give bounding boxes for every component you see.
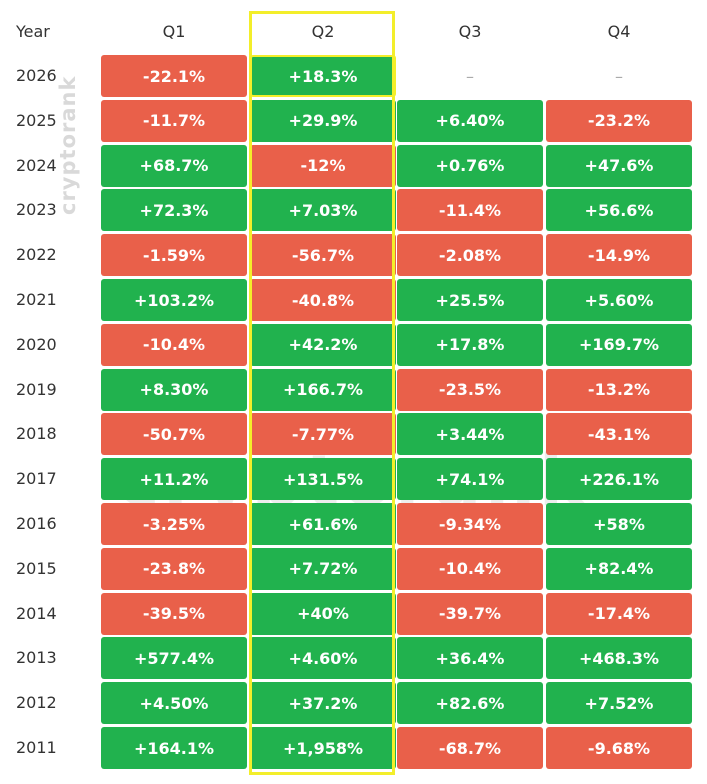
return-cell: +226.1% xyxy=(546,458,692,501)
return-cell: -43.1% xyxy=(546,413,692,456)
year-label: 2021 xyxy=(16,290,57,309)
return-cell: +103.2% xyxy=(101,279,247,321)
return-cell: -10.4% xyxy=(397,547,543,590)
year-label: 2016 xyxy=(16,514,57,533)
return-cell: +7.03% xyxy=(250,189,396,232)
return-cell: +7.72% xyxy=(250,547,396,590)
return-cell: +468.3% xyxy=(546,637,692,680)
return-cell: – xyxy=(615,66,623,86)
year-label: 2024 xyxy=(16,155,57,175)
return-cell: +17.8% xyxy=(397,323,543,366)
return-cell: -7.77% xyxy=(250,413,396,456)
return-cell: -10.4% xyxy=(101,323,247,366)
year-label: 2011 xyxy=(16,738,57,757)
return-cell: -11.7% xyxy=(101,99,247,142)
return-cell: +58% xyxy=(546,503,692,545)
return-cell: -12% xyxy=(250,144,396,187)
year-label: 2026 xyxy=(16,66,57,85)
return-cell: +166.7% xyxy=(250,368,396,411)
column-header-q4: Q4 xyxy=(607,22,631,41)
year-label: 2014 xyxy=(16,603,57,623)
return-cell: +11.2% xyxy=(101,458,247,501)
return-cell: – xyxy=(466,66,474,86)
return-cell: -14.9% xyxy=(546,234,692,277)
column-header-q2: Q2 xyxy=(311,22,335,41)
year-label: 2023 xyxy=(16,200,57,220)
year-label: 2013 xyxy=(16,648,57,668)
return-cell: -9.68% xyxy=(546,727,692,769)
return-cell: +47.6% xyxy=(546,144,692,187)
year-label: 2019 xyxy=(16,379,57,399)
return-cell: +29.9% xyxy=(250,99,396,142)
return-cell: -3.25% xyxy=(101,503,247,545)
return-cell: +25.5% xyxy=(397,279,543,321)
return-cell: -9.34% xyxy=(397,503,543,545)
return-cell: -40.8% xyxy=(250,279,396,321)
column-header-q3: Q3 xyxy=(458,22,482,41)
year-label: 2017 xyxy=(16,469,57,489)
return-cell: +61.6% xyxy=(250,503,396,545)
return-cell: -68.7% xyxy=(397,727,543,769)
return-cell: +82.4% xyxy=(546,547,692,590)
return-cell: -2.08% xyxy=(397,234,543,277)
year-label: 2015 xyxy=(16,558,57,578)
return-cell: +18.3% xyxy=(250,55,396,97)
year-label: 2018 xyxy=(16,424,57,444)
return-cell: +82.6% xyxy=(397,682,543,725)
return-cell: -11.4% xyxy=(397,189,543,232)
return-cell: +40% xyxy=(250,592,396,635)
return-cell: -50.7% xyxy=(101,413,247,456)
return-cell: +72.3% xyxy=(101,189,247,232)
return-cell: +131.5% xyxy=(250,458,396,501)
return-cell: +36.4% xyxy=(397,637,543,680)
return-cell: +56.6% xyxy=(546,189,692,232)
return-cell: +169.7% xyxy=(546,323,692,366)
return-cell: +4.50% xyxy=(101,682,247,725)
return-cell: +37.2% xyxy=(250,682,396,725)
return-cell: -23.5% xyxy=(397,368,543,411)
return-cell: +3.44% xyxy=(397,413,543,456)
year-label: 2012 xyxy=(16,693,57,713)
return-cell: +8.30% xyxy=(101,368,247,411)
year-label: 2025 xyxy=(16,110,57,130)
column-header-q1: Q1 xyxy=(162,22,186,41)
return-cell: +42.2% xyxy=(250,323,396,366)
return-cell: -13.2% xyxy=(546,368,692,411)
return-cell: +0.76% xyxy=(397,144,543,187)
return-cell: +164.1% xyxy=(101,727,247,769)
return-cell: +4.60% xyxy=(250,637,396,680)
return-cell: +5.60% xyxy=(546,279,692,321)
return-cell: -39.7% xyxy=(397,592,543,635)
return-cell: -39.5% xyxy=(101,592,247,635)
year-label: 2022 xyxy=(16,245,57,265)
year-label: 2020 xyxy=(16,334,57,354)
return-cell: -23.2% xyxy=(546,99,692,142)
year-header: Year xyxy=(16,22,50,41)
return-cell: -56.7% xyxy=(250,234,396,277)
return-cell: -22.1% xyxy=(101,55,247,97)
return-cell: -23.8% xyxy=(101,547,247,590)
return-cell: +68.7% xyxy=(101,144,247,187)
return-cell: +1,958% xyxy=(250,727,396,769)
return-cell: +74.1% xyxy=(397,458,543,501)
return-cell: -1.59% xyxy=(101,234,247,277)
return-cell: +7.52% xyxy=(546,682,692,725)
return-cell: +577.4% xyxy=(101,637,247,680)
return-cell: -17.4% xyxy=(546,592,692,635)
return-cell: +6.40% xyxy=(397,99,543,142)
